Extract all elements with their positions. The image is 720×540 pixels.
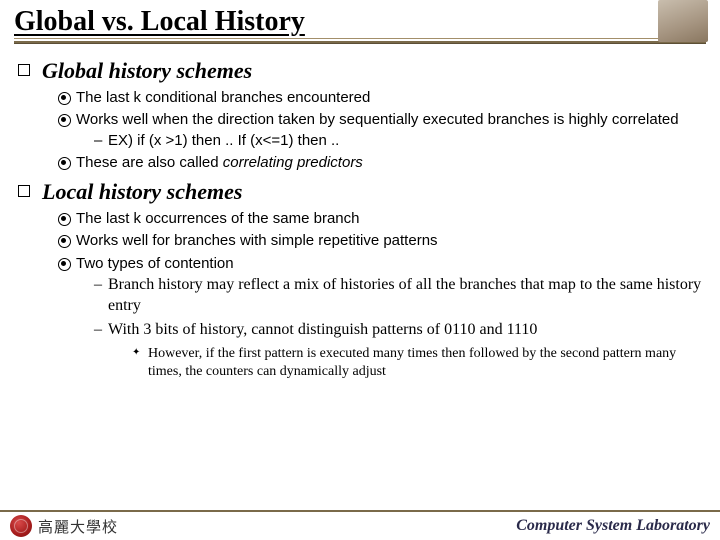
list-item-text: EX) if (x >1) then .. If (x<=1) then ..	[108, 132, 339, 149]
section-heading-text: Local history schemes	[42, 179, 242, 204]
list-item-text: Branch history may reflect a mix of hist…	[108, 276, 701, 315]
list-item: The last k conditional branches encounte…	[58, 88, 702, 108]
section-heading-global: Global history schemes	[18, 58, 702, 84]
footer-left: 高麗大學校	[10, 515, 118, 537]
list-item-text: These are also called correlating predic…	[76, 154, 363, 171]
list-item: These are also called correlating predic…	[58, 153, 702, 173]
slide-content: Global history schemes The last k condit…	[0, 44, 720, 382]
list-item: Branch history may reflect a mix of hist…	[94, 274, 702, 317]
list-item: Two types of contention Branch history m…	[58, 254, 702, 383]
sub-list: EX) if (x >1) then .. If (x<=1) then ..	[76, 131, 702, 151]
bullet-list-global: The last k conditional branches encounte…	[18, 88, 702, 173]
list-item-text: The last k conditional branches encounte…	[76, 89, 370, 106]
list-item-text: Two types of contention	[76, 255, 234, 272]
bullet-list-local: The last k occurrences of the same branc…	[18, 209, 702, 382]
university-crest-icon	[10, 515, 32, 537]
list-item-text: Works well for branches with simple repe…	[76, 232, 438, 249]
section-heading-text: Global history schemes	[42, 58, 252, 83]
list-item: However, if the first pattern is execute…	[132, 345, 702, 383]
slide-title: Global vs. Local History	[14, 6, 305, 38]
sub-sub-list: However, if the first pattern is execute…	[108, 345, 702, 383]
square-bullet-icon	[18, 64, 30, 76]
sub-list: Branch history may reflect a mix of hist…	[76, 274, 702, 383]
list-item-text: With 3 bits of history, cannot distingui…	[108, 321, 537, 338]
list-item-text: The last k occurrences of the same branc…	[76, 210, 359, 227]
footer: 高麗大學校 Computer System Laboratory	[0, 510, 720, 540]
decorative-building-image	[658, 0, 708, 42]
square-bullet-icon	[18, 185, 30, 197]
list-item: With 3 bits of history, cannot distingui…	[94, 319, 702, 382]
title-rule-thin	[14, 38, 706, 39]
list-item-text: Works well when the direction taken by s…	[76, 111, 679, 128]
list-item: EX) if (x >1) then .. If (x<=1) then ..	[94, 131, 702, 151]
section-heading-local: Local history schemes	[18, 179, 702, 205]
list-item: The last k occurrences of the same branc…	[58, 209, 702, 229]
list-item: Works well when the direction taken by s…	[58, 110, 702, 151]
list-item-text: However, if the first pattern is execute…	[148, 346, 676, 380]
footer-right-text: Computer System Laboratory	[516, 517, 710, 535]
list-item: Works well for branches with simple repe…	[58, 231, 702, 251]
footer-left-text: 高麗大學校	[38, 516, 118, 537]
